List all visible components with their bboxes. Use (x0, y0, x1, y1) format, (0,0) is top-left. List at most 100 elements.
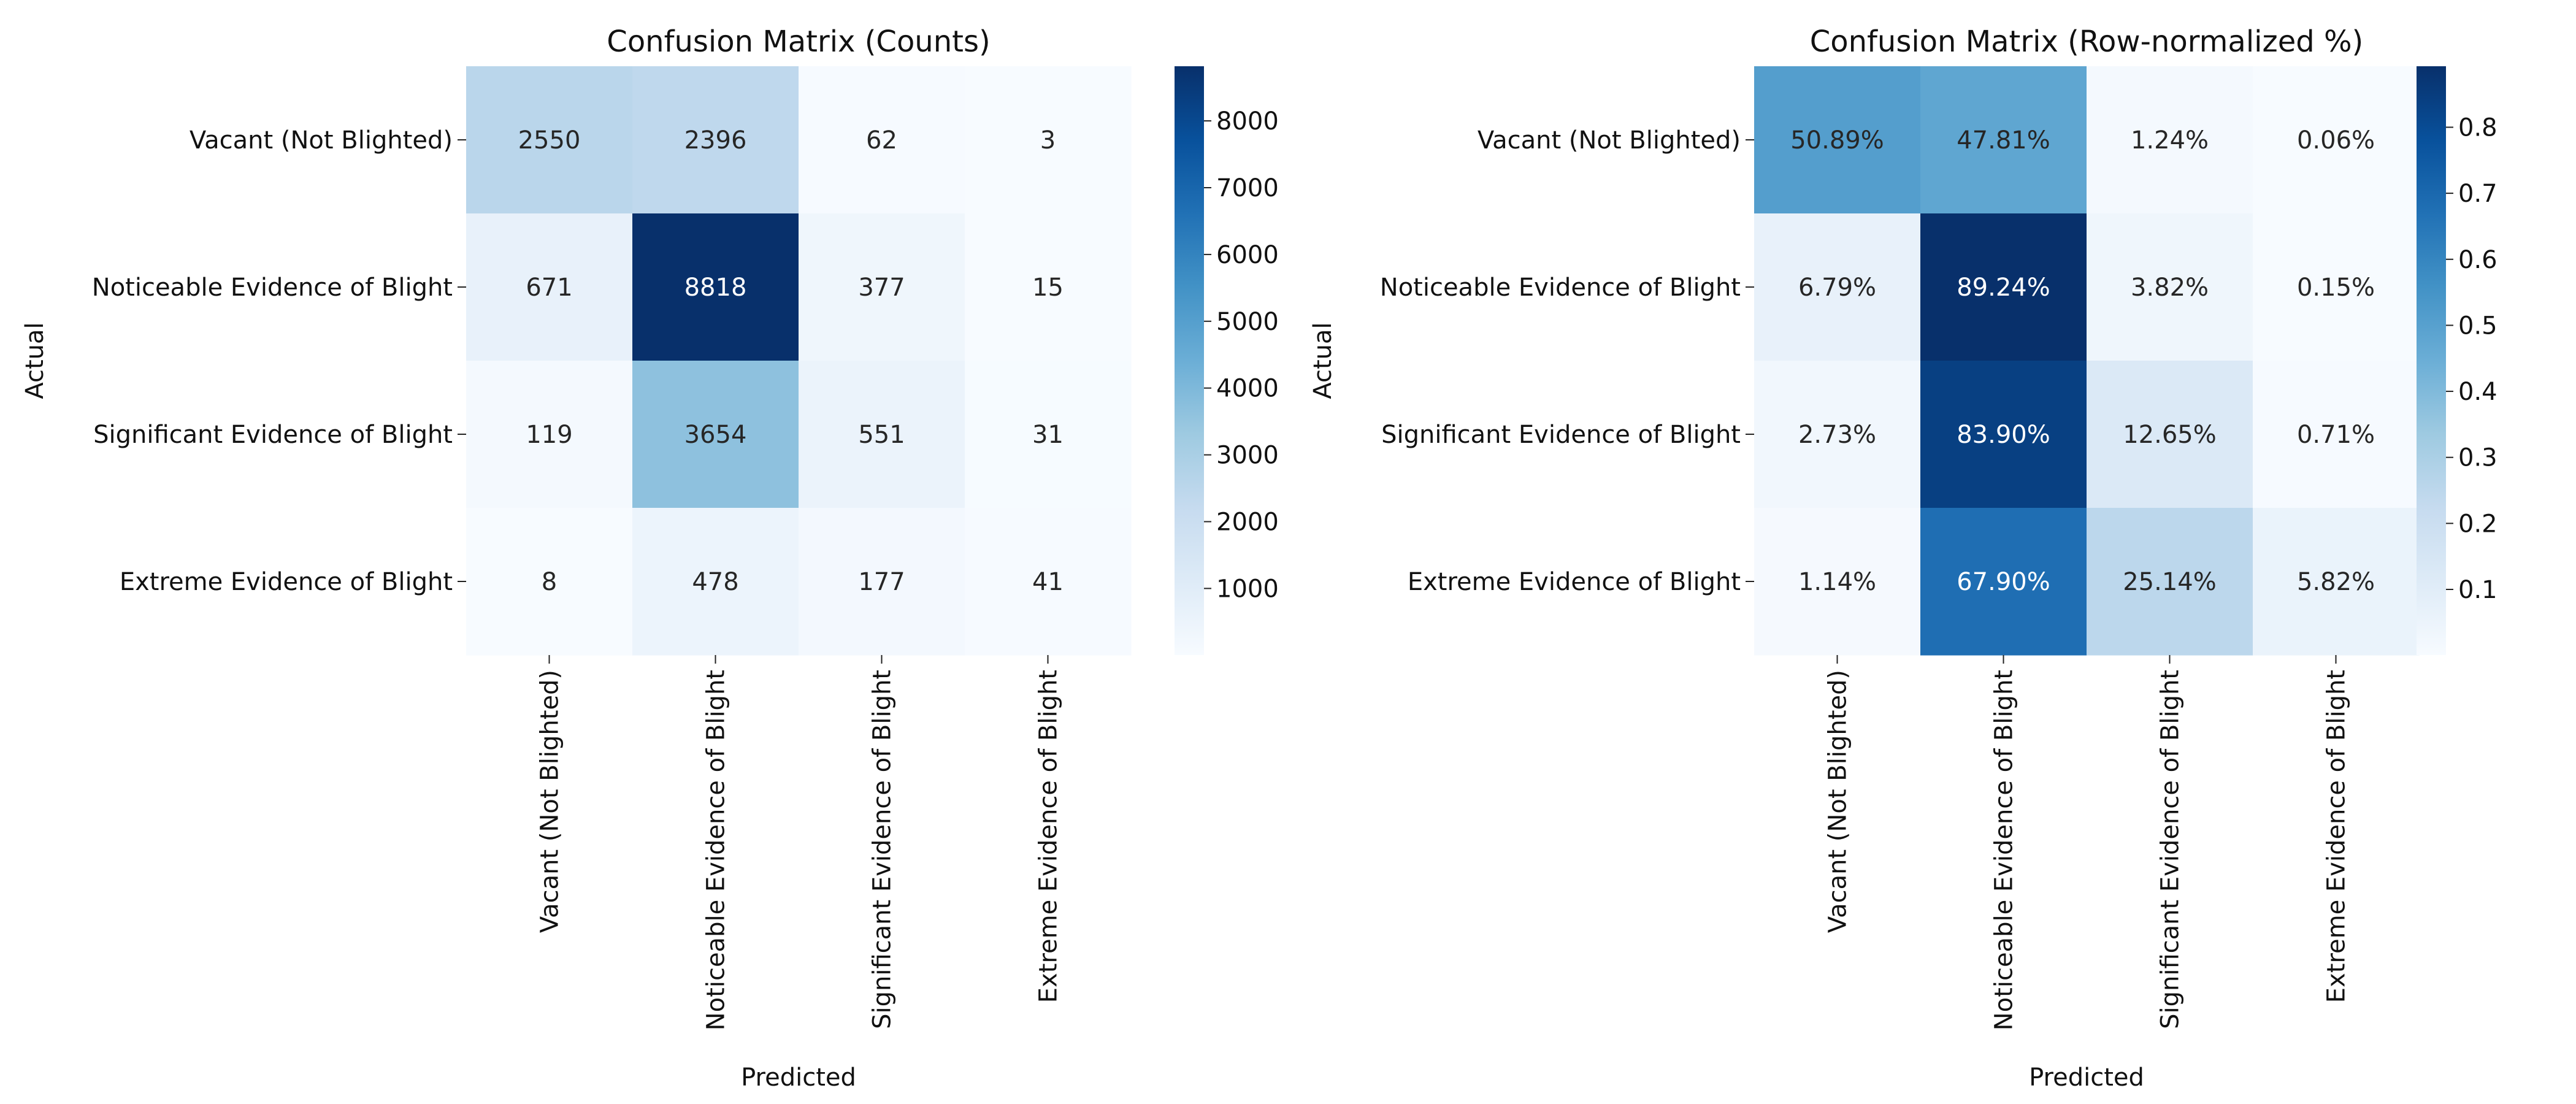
x-tick-label: Significant Evidence of Blight (868, 670, 897, 1029)
colorbar-tick-label: 0.2 (2458, 510, 2497, 538)
heatmap-cell (1754, 213, 1921, 361)
colorbar-tick-label: 1000 (1216, 575, 1279, 603)
heatmap-cell (632, 66, 799, 214)
cell-value-label: 3.82% (2131, 274, 2209, 302)
heatmap-cell (632, 508, 799, 656)
colorbar-tick-label: 6000 (1216, 241, 1279, 269)
heatmap-cell (632, 361, 799, 508)
cell-value-label: 41 (1032, 568, 1064, 596)
colorbar-tick-label: 0.1 (2458, 576, 2497, 604)
heatmap-cell (965, 508, 1132, 656)
heatmap-cell (466, 508, 633, 656)
cell-value-label: 3 (1040, 126, 1056, 155)
heatmap-cell (2087, 66, 2253, 214)
heatmap-cell (1920, 66, 2087, 214)
cell-value-label: 8818 (684, 274, 747, 302)
cell-value-label: 6.79% (1798, 274, 1876, 302)
heatmap-cell (2087, 361, 2253, 508)
heatmap-cell (2087, 508, 2253, 656)
cell-value-label: 0.71% (2297, 421, 2375, 449)
heatmap-cell (799, 213, 965, 361)
chart-title: Confusion Matrix (Counts) (607, 25, 990, 59)
heatmap-cell (965, 66, 1132, 214)
cell-value-label: 1.24% (2131, 126, 2209, 155)
heatmap-cell (632, 213, 799, 361)
heatmap-cell (799, 66, 965, 214)
heatmap-cell (1754, 508, 1921, 656)
colorbar-tick-label: 3000 (1216, 442, 1279, 470)
cell-value-label: 89.24% (1957, 274, 2050, 302)
x-tick-label: Noticeable Evidence of Blight (702, 670, 730, 1030)
counts-heatmap-panel: Confusion Matrix (Counts) 2550 2396 62 3 671 8… (21, 25, 1279, 1092)
cell-value-label: 478 (692, 568, 738, 596)
cell-value-label: 50.89% (1790, 126, 1884, 155)
cell-value-label: 5.82% (2297, 568, 2375, 596)
heatmap-cell (1754, 361, 1921, 508)
y-tick-label: Noticeable Evidence of Blight (92, 274, 453, 302)
y-tick-label: Significant Evidence of Blight (1381, 421, 1741, 449)
chart-title: Confusion Matrix (Row-normalized %) (1810, 25, 2364, 59)
colorbar-tick-label: 0.6 (2458, 246, 2497, 274)
heatmap-cell (965, 213, 1132, 361)
cell-value-label: 119 (526, 421, 572, 449)
cell-value-label: 551 (858, 421, 905, 449)
cell-value-label: 0.15% (2297, 274, 2375, 302)
x-tick-label: Vacant (Not Blighted) (536, 670, 564, 933)
colorbar (2417, 66, 2446, 655)
y-tick-label: Extreme Evidence of Blight (1408, 568, 1741, 596)
normalized-heatmap-panel: Confusion Matrix (Row-normalized %) 50.89… (1309, 25, 2497, 1092)
y-tick-label: Extreme Evidence of Blight (120, 568, 453, 596)
heatmap-cell (466, 213, 633, 361)
x-tick-label: Extreme Evidence of Blight (1035, 670, 1063, 1003)
x-tick-label: Significant Evidence of Blight (2156, 670, 2185, 1029)
heatmap-cell (965, 361, 1132, 508)
colorbar-tick-label: 4000 (1216, 375, 1279, 403)
cell-value-label: 62 (866, 126, 897, 155)
cell-value-label: 15 (1032, 274, 1064, 302)
x-axis-label: Predicted (2029, 1064, 2144, 1092)
cell-value-label: 83.90% (1957, 421, 2050, 449)
heatmap-cell (2253, 66, 2420, 214)
cell-value-label: 1.14% (1798, 568, 1876, 596)
heatmap-cell (2253, 361, 2420, 508)
cell-value-label: 671 (526, 274, 572, 302)
heatmap-cell (1920, 361, 2087, 508)
colorbar-tick-label: 0.8 (2458, 113, 2497, 142)
x-axis-label: Predicted (741, 1064, 856, 1092)
x-tick-label: Extreme Evidence of Blight (2323, 670, 2351, 1003)
colorbar-tick-label: 2000 (1216, 508, 1279, 537)
colorbar-tick-label: 0.3 (2458, 444, 2497, 472)
colorbar (1175, 66, 1204, 655)
cell-value-label: 377 (858, 274, 905, 302)
heatmap-cell (2087, 213, 2253, 361)
colorbar-tick-label: 7000 (1216, 174, 1279, 202)
x-tick-label: Vacant (Not Blighted) (1824, 670, 1852, 933)
y-tick-label: Vacant (Not Blighted) (190, 126, 453, 155)
cell-value-label: 47.81% (1957, 126, 2050, 155)
cell-value-label: 67.90% (1957, 568, 2050, 596)
heatmap-cell (2253, 508, 2420, 656)
colorbar-tick-label: 8000 (1216, 107, 1279, 136)
y-tick-label: Significant Evidence of Blight (93, 421, 453, 449)
cell-value-label: 31 (1032, 421, 1064, 449)
cell-value-label: 0.06% (2297, 126, 2375, 155)
cell-value-label: 2396 (684, 126, 747, 155)
cell-value-label: 3654 (684, 421, 747, 449)
heatmap-cell (1920, 213, 2087, 361)
y-axis-label: Actual (21, 322, 49, 399)
heatmap-cell (1754, 66, 1921, 214)
heatmap-cell (466, 66, 633, 214)
heatmap-cell (466, 361, 633, 508)
colorbar-tick-label: 0.7 (2458, 180, 2497, 208)
heatmap-cell (1920, 508, 2087, 656)
colorbar-tick-label: 0.4 (2458, 378, 2497, 406)
colorbar-tick-label: 0.5 (2458, 312, 2497, 340)
colorbar-tick-label: 5000 (1216, 308, 1279, 336)
cell-value-label: 177 (858, 568, 905, 596)
y-tick-label: Vacant (Not Blighted) (1478, 126, 1741, 155)
y-tick-label: Noticeable Evidence of Blight (1380, 274, 1741, 302)
heatmap-cell (2253, 213, 2420, 361)
cell-value-label: 25.14% (2123, 568, 2217, 596)
y-axis-label: Actual (1309, 322, 1337, 399)
